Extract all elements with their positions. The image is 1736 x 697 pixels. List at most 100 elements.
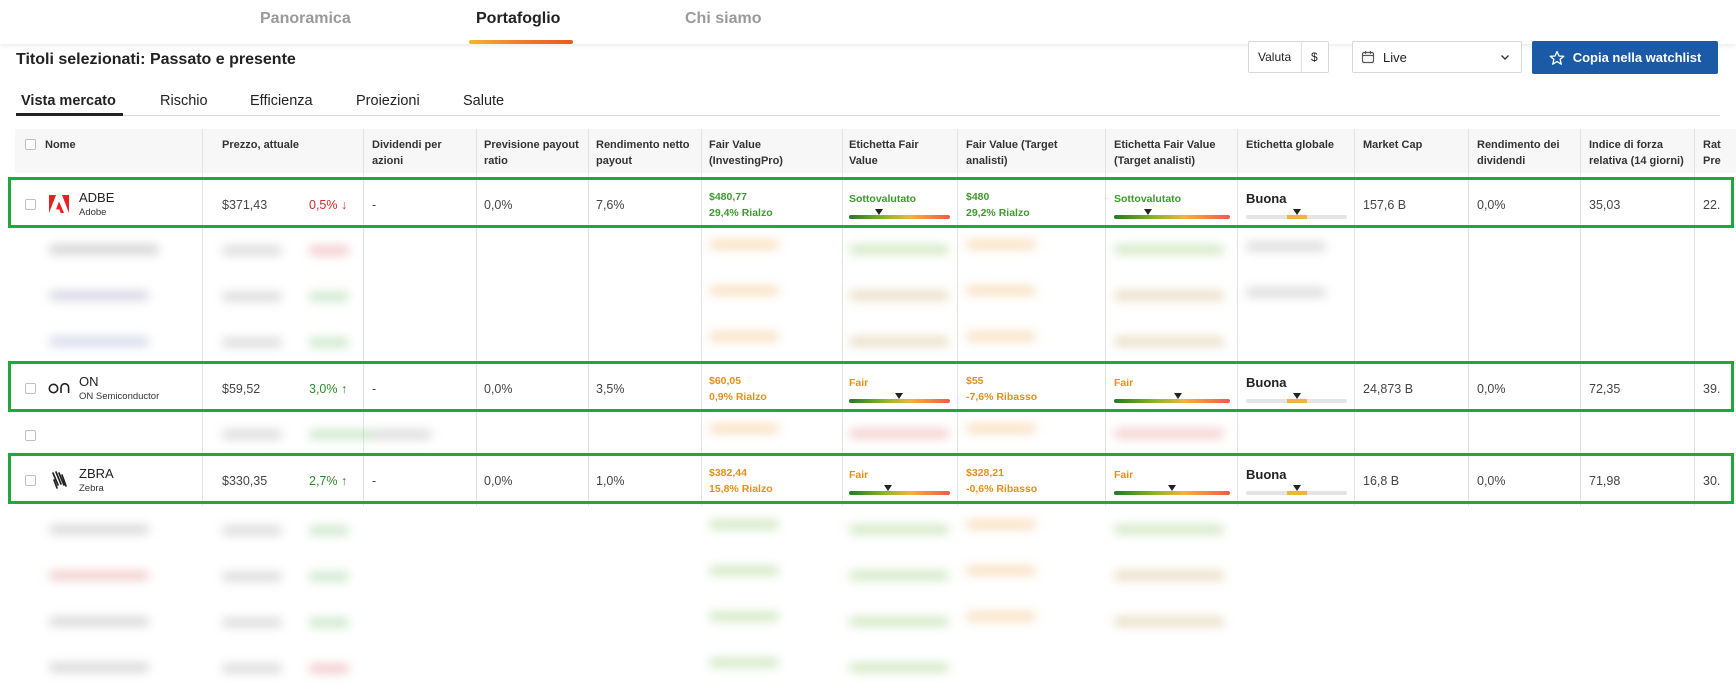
gauge-marker-icon <box>1144 209 1152 215</box>
dividend: - <box>372 474 377 488</box>
column-header-nome[interactable]: Nome <box>45 139 76 151</box>
column-divider <box>476 129 477 506</box>
gauge-marker-icon <box>1174 393 1182 399</box>
tab-proiezioni[interactable]: Proiezioni <box>356 93 420 109</box>
nav-tab-chi-siamo[interactable]: Chi siamo <box>685 10 762 27</box>
ticker-symbol[interactable]: ON <box>79 374 99 389</box>
currency-label: Valuta <box>1258 50 1292 64</box>
column-divider <box>1237 129 1238 506</box>
column-header-etichetta-globale[interactable]: Etichetta globale <box>1246 139 1335 151</box>
row-checkbox[interactable] <box>25 199 36 210</box>
rating-value: 30. <box>1703 474 1721 488</box>
column-header-etichetta-fv-analisti[interactable]: Etichetta Fair Value (Target analisti) <box>1114 139 1216 167</box>
global-rating: Buona <box>1246 467 1287 482</box>
column-divider <box>588 129 589 506</box>
price: $371,43 <box>222 198 268 212</box>
nav-tab-panoramica[interactable]: Panoramica <box>260 10 351 27</box>
select-all-checkbox[interactable] <box>25 139 36 150</box>
blurred-row <box>15 554 1736 600</box>
fair-value-analyst-gauge <box>1114 399 1230 403</box>
tab-rischio[interactable]: Rischio <box>160 93 208 109</box>
market-cap: 157,6 B <box>1363 198 1407 212</box>
chevron-down-icon <box>1501 55 1509 60</box>
blurred-row <box>15 320 1736 366</box>
price-change: 2,7% ↑ <box>309 474 348 488</box>
column-header-rendimento-netto[interactable]: Rendimento netto payout <box>596 139 690 167</box>
net-payout-yield: 7,6% <box>596 198 625 212</box>
dividend-yield: 0,0% <box>1477 474 1506 488</box>
global-rating-fill <box>1287 491 1307 495</box>
period-value: Live <box>1383 49 1407 65</box>
fair-value-label: Sottovalutato <box>849 193 917 205</box>
tab-salute[interactable]: Salute <box>463 93 505 109</box>
rsi-14: 72,35 <box>1589 382 1621 396</box>
fair-value-analyst: $480 <box>966 191 990 203</box>
column-header-fair-value-pro[interactable]: Fair Value (InvestingPro) <box>709 139 783 167</box>
fair-value-analyst-gauge <box>1114 215 1230 219</box>
view-tabs: Vista mercato Rischio Efficienza Proiezi… <box>16 92 1720 116</box>
fair-value-pro-upside: 29,4% Rialzo <box>709 207 773 219</box>
global-rating-fill <box>1287 399 1307 403</box>
tab-efficienza[interactable]: Efficienza <box>250 93 313 109</box>
column-header-fair-value-analisti[interactable]: Fair Value (Target analisti) <box>966 139 1058 167</box>
arrow-down-icon: ↓ <box>340 198 348 212</box>
column-divider <box>957 129 958 506</box>
dividend-yield: 0,0% <box>1477 382 1506 396</box>
column-divider <box>363 129 364 506</box>
page-title: Titoli selezionati: Passato e presente <box>16 51 296 68</box>
gauge-marker-icon <box>1293 209 1301 215</box>
column-divider <box>842 129 843 506</box>
zebra-logo <box>52 471 67 489</box>
fair-value-label: Fair <box>849 377 869 389</box>
column-header-prezzo[interactable]: Prezzo, attuale <box>222 139 300 151</box>
fair-value-analyst: $328,21 <box>966 467 1004 479</box>
row-checkbox[interactable] <box>25 430 36 441</box>
row-checkbox[interactable] <box>25 383 36 394</box>
fair-value-analyst-upside: -0,6% Ribasso <box>966 483 1038 495</box>
column-divider <box>1580 129 1581 506</box>
currency-selector[interactable]: Valuta $ <box>1248 41 1329 73</box>
gauge-marker-icon <box>1293 393 1301 399</box>
rsi-14: 35,03 <box>1589 198 1621 212</box>
column-header-market-cap[interactable]: Market Cap <box>1363 139 1423 151</box>
payout-forecast: 0,0% <box>484 382 513 396</box>
nav-tab-portafoglio[interactable]: Portafoglio <box>476 10 561 27</box>
tab-vista-mercato[interactable]: Vista mercato <box>21 93 116 109</box>
fair-value-pro: $480,77 <box>709 191 747 203</box>
rating-value: 22. <box>1703 198 1721 212</box>
column-header-etichetta-fair-value[interactable]: Etichetta Fair Value <box>849 139 919 167</box>
dividend: - <box>372 198 377 212</box>
row-checkbox[interactable] <box>25 475 36 486</box>
column-header-rsi[interactable]: Indice di forza relativa (14 giorni) <box>1589 139 1684 167</box>
fair-value-pro-upside: 0,9% Rialzo <box>709 391 767 403</box>
period-select[interactable]: Live <box>1352 41 1522 73</box>
column-divider <box>1468 129 1469 506</box>
market-cap: 16,8 B <box>1363 474 1400 488</box>
table-row[interactable]: ADBE Adobe $371,43 0,5% ↓ - 0,0% 7,6% $4… <box>15 182 1736 228</box>
price-change: 0,5% ↓ <box>309 198 348 212</box>
blurred-row <box>15 508 1736 554</box>
column-header-rating[interactable]: Rat Pre <box>1703 139 1721 167</box>
copy-to-watchlist-button[interactable]: Copia nella watchlist <box>1532 41 1718 74</box>
table-row[interactable]: ZBRA Zebra $330,35 2,7% ↑ - 0,0% 1,0% $3… <box>15 458 1736 504</box>
column-header-rendimento-dividendi[interactable]: Rendimento dei dividendi <box>1477 139 1560 167</box>
fair-value-gauge <box>849 491 950 495</box>
gauge-marker-icon <box>884 485 892 491</box>
fair-value-analyst: $55 <box>966 375 984 387</box>
column-header-dividendi[interactable]: Dividendi per azioni <box>372 139 442 167</box>
table-row[interactable]: ON ON Semiconductor $59,52 3,0% ↑ - 0,0%… <box>15 366 1736 412</box>
fair-value-analyst-upside: 29,2% Rialzo <box>966 207 1030 219</box>
global-rating: Buona <box>1246 191 1287 206</box>
column-header-previsione-payout[interactable]: Previsione payout ratio <box>484 139 579 167</box>
gauge-marker-icon <box>1168 485 1176 491</box>
fair-value-pro-upside: 15,8% Rialzo <box>709 483 773 495</box>
watchlist-button-label: Copia nella watchlist <box>1572 50 1702 65</box>
fair-value-analyst-gauge <box>1114 491 1230 495</box>
fair-value-analyst-label: Sottovalutato <box>1114 193 1182 205</box>
gauge-marker-icon <box>895 393 903 399</box>
ticker-symbol[interactable]: ADBE <box>79 190 115 205</box>
on-semiconductor-logo <box>48 382 70 394</box>
ticker-symbol[interactable]: ZBRA <box>79 466 114 481</box>
currency-value[interactable]: $ <box>1301 42 1318 72</box>
column-divider <box>1105 129 1106 506</box>
